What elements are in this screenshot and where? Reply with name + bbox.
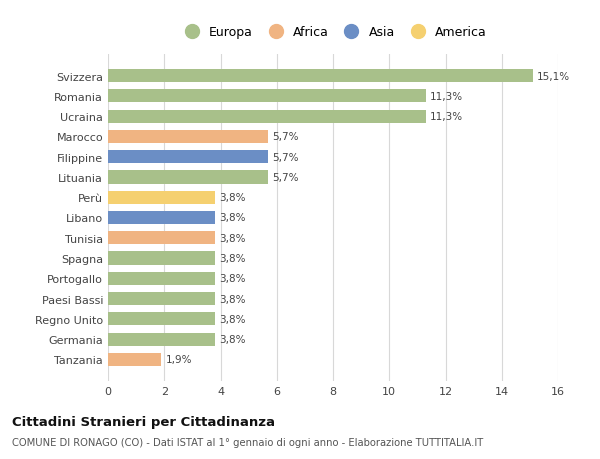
Bar	[108, 333, 215, 346]
Text: 3,8%: 3,8%	[219, 294, 245, 304]
Text: 3,8%: 3,8%	[219, 233, 245, 243]
Text: Cittadini Stranieri per Cittadinanza: Cittadini Stranieri per Cittadinanza	[12, 415, 275, 428]
Text: 5,7%: 5,7%	[272, 152, 299, 162]
Bar	[108, 90, 426, 103]
Text: 11,3%: 11,3%	[430, 112, 463, 122]
Bar	[108, 292, 215, 306]
Text: 3,8%: 3,8%	[219, 314, 245, 324]
Text: 3,8%: 3,8%	[219, 213, 245, 223]
Text: 3,8%: 3,8%	[219, 334, 245, 344]
Bar	[108, 272, 215, 285]
Bar	[108, 191, 215, 204]
Text: 15,1%: 15,1%	[537, 72, 570, 81]
Bar	[108, 70, 533, 83]
Bar	[108, 151, 268, 164]
Bar	[108, 232, 215, 245]
Text: 3,8%: 3,8%	[219, 193, 245, 203]
Bar	[108, 110, 426, 123]
Legend: Europa, Africa, Asia, America: Europa, Africa, Asia, America	[175, 22, 491, 43]
Text: 1,9%: 1,9%	[166, 355, 192, 364]
Bar	[108, 130, 268, 144]
Text: 3,8%: 3,8%	[219, 274, 245, 284]
Text: 3,8%: 3,8%	[219, 253, 245, 263]
Bar	[108, 171, 268, 184]
Bar	[108, 313, 215, 326]
Text: 5,7%: 5,7%	[272, 132, 299, 142]
Bar	[108, 252, 215, 265]
Text: COMUNE DI RONAGO (CO) - Dati ISTAT al 1° gennaio di ogni anno - Elaborazione TUT: COMUNE DI RONAGO (CO) - Dati ISTAT al 1°…	[12, 437, 483, 447]
Text: 11,3%: 11,3%	[430, 92, 463, 102]
Text: 5,7%: 5,7%	[272, 173, 299, 183]
Bar	[108, 353, 161, 366]
Bar	[108, 212, 215, 224]
